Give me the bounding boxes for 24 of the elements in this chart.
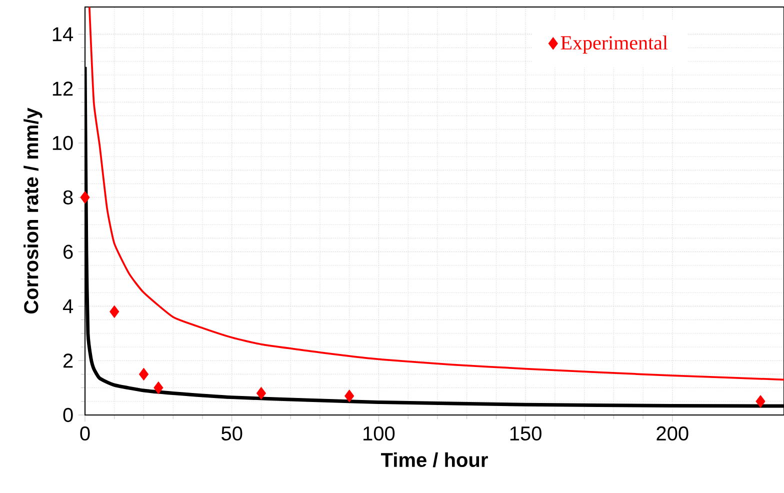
point (256, 386, 266, 400)
y-tick-label: 12 (52, 82, 73, 96)
y-tick-label: 14 (52, 27, 74, 42)
x-axis-title: Time / hour (381, 452, 488, 468)
x-tick-label: 150 (510, 426, 542, 441)
y-tick-label: 8 (63, 190, 73, 204)
y-tick-label: 6 (64, 244, 73, 259)
x-tick-label: 100 (364, 426, 395, 441)
line-series (88, 6, 784, 381)
point (80, 191, 90, 204)
x-tick-label: 50 (222, 426, 242, 441)
y-tick-label: 0 (63, 408, 73, 422)
y-tick-label: 2 (64, 354, 73, 368)
x-tick-label: 200 (656, 426, 688, 441)
point (344, 390, 354, 402)
legend-label: Experimental (560, 36, 668, 54)
point (138, 368, 149, 380)
point (110, 305, 120, 318)
y-tick-label: 4 (62, 299, 74, 314)
y-axis-title: Corrosion rate / mm/y (24, 108, 42, 314)
y-tick-label: 10 (52, 136, 73, 150)
point (756, 395, 766, 408)
x-tick-label: 0 (80, 426, 90, 441)
point (154, 382, 164, 394)
